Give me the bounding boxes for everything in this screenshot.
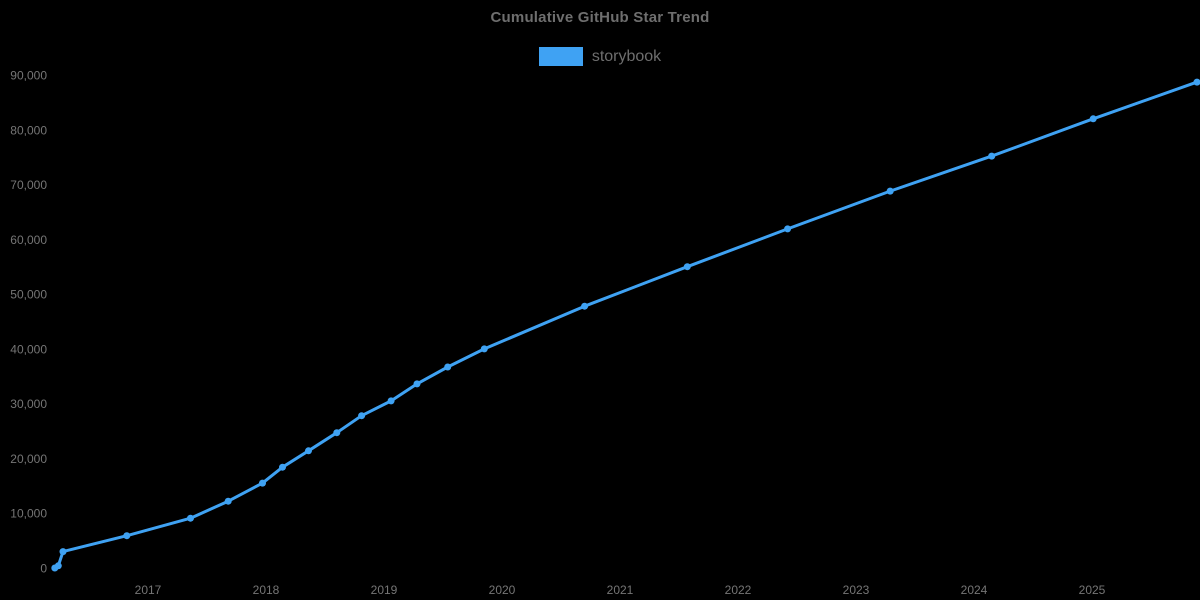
x-tick-label: 2024 xyxy=(961,583,988,597)
data-point-marker xyxy=(1089,115,1097,123)
data-point-marker xyxy=(305,447,312,455)
data-point-marker xyxy=(444,363,452,371)
data-point-marker xyxy=(224,497,232,505)
data-point-marker xyxy=(480,345,488,353)
data-point-marker xyxy=(259,479,266,487)
x-tick-label: 2020 xyxy=(489,583,516,597)
data-point-marker xyxy=(54,562,62,570)
data-point-marker xyxy=(279,463,286,471)
data-point-marker xyxy=(413,380,421,388)
y-tick-label: 80,000 xyxy=(10,123,47,137)
x-tick-label: 2023 xyxy=(843,583,870,597)
data-point-marker xyxy=(358,412,366,420)
data-point-marker xyxy=(123,532,131,540)
data-point-marker xyxy=(59,548,67,556)
y-tick-label: 40,000 xyxy=(10,342,47,356)
x-tick-label: 2022 xyxy=(725,583,752,597)
y-tick-label: 60,000 xyxy=(10,233,47,247)
x-tick-label: 2025 xyxy=(1079,583,1106,597)
y-tick-label: 0 xyxy=(40,562,47,576)
data-point-marker xyxy=(784,225,792,233)
data-point-marker xyxy=(387,397,395,405)
chart-title: Cumulative GitHub Star Trend xyxy=(490,9,710,26)
x-tick-label: 2019 xyxy=(371,583,398,597)
y-tick-label: 10,000 xyxy=(10,507,47,521)
x-tick-label: 2017 xyxy=(135,583,162,597)
legend-label: storybook xyxy=(591,48,662,65)
y-tick-label: 30,000 xyxy=(10,397,47,411)
trend-line-storybook xyxy=(53,80,1199,570)
y-tick-label: 70,000 xyxy=(10,178,47,192)
data-point-marker xyxy=(581,302,589,310)
y-tick-label: 50,000 xyxy=(10,288,47,302)
y-tick-label: 20,000 xyxy=(10,452,47,466)
data-point-marker xyxy=(886,187,894,195)
legend-item-storybook[interactable]: storybook xyxy=(0,47,1200,66)
data-point-marker xyxy=(988,152,996,160)
data-point-marker xyxy=(1193,78,1200,86)
data-point-marker xyxy=(187,514,194,522)
x-tick-label: 2021 xyxy=(607,583,634,597)
data-point-marker xyxy=(683,263,691,271)
y-tick-label: 90,000 xyxy=(10,69,47,83)
legend-swatch-icon xyxy=(538,47,583,66)
x-tick-label: 2018 xyxy=(253,583,280,597)
data-point-marker xyxy=(333,429,341,437)
